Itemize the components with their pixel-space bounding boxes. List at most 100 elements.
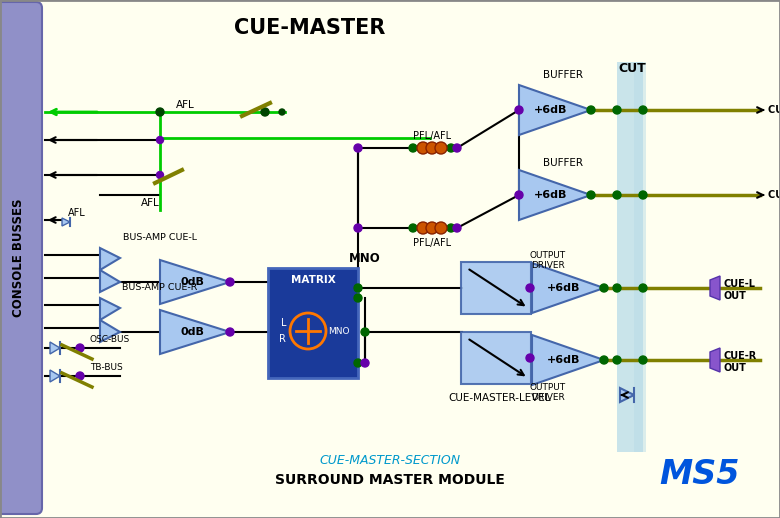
Text: +6dB: +6dB	[548, 355, 580, 365]
Text: OUTPUT: OUTPUT	[530, 383, 566, 393]
Circle shape	[639, 191, 647, 199]
Circle shape	[613, 284, 621, 292]
Text: MNO: MNO	[349, 252, 381, 265]
Polygon shape	[620, 388, 634, 402]
Text: +6dB: +6dB	[534, 190, 568, 200]
Polygon shape	[62, 218, 70, 226]
Circle shape	[417, 222, 429, 234]
Circle shape	[354, 144, 362, 152]
Text: CUT: CUT	[618, 62, 646, 75]
Circle shape	[613, 106, 621, 114]
Circle shape	[526, 284, 534, 292]
Text: MS5: MS5	[660, 458, 740, 492]
Text: AFL: AFL	[140, 198, 159, 208]
Text: CUE-L: CUE-L	[724, 279, 756, 289]
Text: MNO: MNO	[328, 326, 349, 336]
Circle shape	[426, 222, 438, 234]
Text: OUT: OUT	[724, 291, 747, 301]
Text: AFL: AFL	[68, 208, 86, 218]
Circle shape	[76, 344, 84, 352]
Circle shape	[226, 328, 234, 336]
Text: TB-BUS: TB-BUS	[90, 364, 122, 372]
Polygon shape	[100, 298, 120, 320]
Text: 0dB: 0dB	[180, 277, 204, 287]
Text: CUE-MASTER: CUE-MASTER	[234, 18, 385, 38]
Circle shape	[157, 171, 164, 179]
Circle shape	[447, 224, 455, 232]
Circle shape	[157, 137, 164, 143]
Text: OUT: OUT	[724, 363, 747, 373]
Circle shape	[613, 356, 621, 364]
Circle shape	[435, 222, 447, 234]
Circle shape	[600, 284, 608, 292]
Polygon shape	[100, 320, 120, 342]
Text: OUTPUT: OUTPUT	[530, 252, 566, 261]
Circle shape	[354, 284, 362, 292]
Text: CONSOLE BUSSES: CONSOLE BUSSES	[12, 199, 26, 317]
Text: BUS-AMP CUE-L: BUS-AMP CUE-L	[123, 234, 197, 242]
Text: PFL/AFL: PFL/AFL	[413, 238, 451, 248]
Text: CUE-R FOR SELECT: CUE-R FOR SELECT	[768, 190, 780, 200]
Circle shape	[453, 144, 461, 152]
Circle shape	[361, 328, 369, 336]
Polygon shape	[160, 260, 230, 304]
Circle shape	[354, 224, 362, 232]
Circle shape	[515, 106, 523, 114]
Circle shape	[417, 142, 429, 154]
Text: OSC-BUS: OSC-BUS	[90, 336, 130, 344]
Circle shape	[156, 108, 164, 116]
Circle shape	[76, 372, 84, 380]
Circle shape	[426, 142, 438, 154]
Circle shape	[639, 356, 647, 364]
Text: BUFFER: BUFFER	[543, 70, 583, 80]
Text: AFL: AFL	[176, 100, 194, 110]
Circle shape	[453, 224, 461, 232]
Text: 0dB: 0dB	[180, 327, 204, 337]
Polygon shape	[532, 335, 604, 385]
Circle shape	[409, 224, 417, 232]
Circle shape	[600, 356, 608, 364]
Circle shape	[526, 354, 534, 362]
Text: R: R	[279, 334, 286, 344]
Polygon shape	[519, 85, 591, 135]
Polygon shape	[100, 248, 120, 270]
Circle shape	[354, 359, 362, 367]
Bar	[634, 62, 646, 452]
Circle shape	[515, 191, 523, 199]
Polygon shape	[710, 276, 720, 300]
Polygon shape	[50, 342, 60, 354]
Circle shape	[261, 108, 269, 116]
Text: DRIVER: DRIVER	[531, 262, 565, 270]
FancyBboxPatch shape	[0, 2, 42, 514]
FancyBboxPatch shape	[461, 262, 531, 314]
Circle shape	[447, 144, 455, 152]
Text: DRIVER: DRIVER	[531, 394, 565, 402]
FancyBboxPatch shape	[461, 332, 531, 384]
Text: CUE-R: CUE-R	[724, 351, 757, 361]
Polygon shape	[100, 270, 120, 292]
Circle shape	[361, 359, 369, 367]
Text: CUE-L FOR SELECT: CUE-L FOR SELECT	[768, 105, 780, 115]
FancyBboxPatch shape	[268, 268, 358, 378]
Polygon shape	[710, 348, 720, 372]
Circle shape	[639, 106, 647, 114]
Polygon shape	[160, 310, 230, 354]
Text: BUFFER: BUFFER	[543, 158, 583, 168]
Text: MATRIX: MATRIX	[291, 275, 335, 285]
Bar	[617, 62, 643, 452]
Text: +6dB: +6dB	[534, 105, 568, 115]
Text: CUE-MASTER-LEVEL: CUE-MASTER-LEVEL	[448, 393, 551, 403]
Text: +6dB: +6dB	[548, 283, 580, 293]
Circle shape	[354, 294, 362, 302]
Circle shape	[409, 144, 417, 152]
Circle shape	[613, 191, 621, 199]
Circle shape	[587, 191, 595, 199]
Polygon shape	[519, 170, 591, 220]
Circle shape	[279, 109, 285, 115]
Circle shape	[587, 106, 595, 114]
Text: L: L	[281, 318, 286, 328]
Text: SURROUND MASTER MODULE: SURROUND MASTER MODULE	[275, 473, 505, 487]
Circle shape	[226, 278, 234, 286]
Text: BUS-AMP CUE-R: BUS-AMP CUE-R	[122, 283, 197, 293]
Polygon shape	[50, 370, 60, 382]
